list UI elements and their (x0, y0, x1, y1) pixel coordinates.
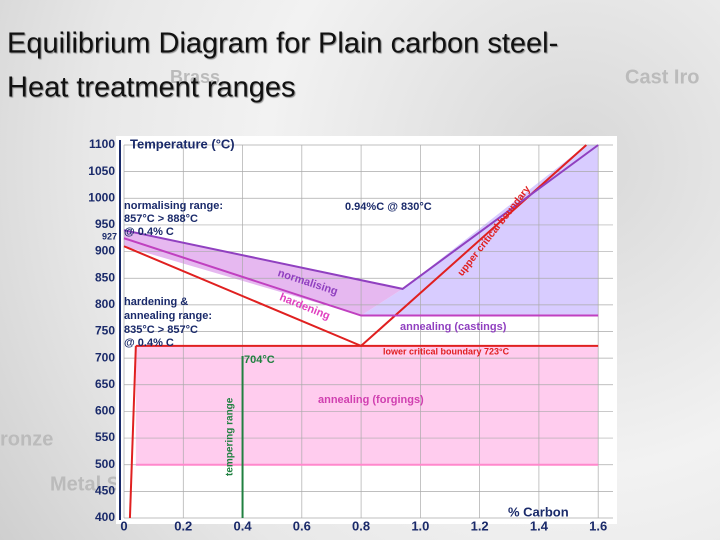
annotation: 704°C (244, 354, 275, 366)
x-tick-label: 1.2 (471, 518, 489, 533)
x-tick-label: 0.6 (293, 518, 311, 533)
x-axis-label: % Carbon (508, 504, 569, 519)
y-tick-label: 900 (95, 244, 115, 258)
background-label: Cast Iro (625, 66, 699, 88)
region (135, 345, 599, 465)
y-tick-label: 950 (95, 217, 115, 231)
annotation: tempering range (225, 397, 236, 476)
boundary-line (123, 144, 599, 290)
annotation: annealing range: (124, 310, 212, 322)
y-tick-label: 1050 (88, 164, 115, 178)
y-tick-label: 600 (95, 404, 115, 418)
x-tick-label: 1.0 (411, 518, 429, 533)
y-tick-label: 650 (95, 377, 115, 391)
annotation: normalising range: (124, 200, 223, 212)
annotation: 0.94%C @ 830°C (345, 201, 432, 213)
annotation: annealing (forgings) (318, 394, 424, 406)
annotation: annealing (castings) (400, 321, 507, 333)
y-tick-label: 400 (95, 510, 115, 524)
slide-title: Heat treatment ranges (7, 72, 296, 104)
y-tick-label: 450 (95, 484, 115, 498)
annotation: 857°C > 888°C (124, 213, 198, 225)
y-tick-label: 700 (95, 350, 115, 364)
annotation: @ 0.4% C (124, 337, 174, 349)
y-tick-label: 850 (95, 270, 115, 284)
x-tick-label: 0 (120, 518, 127, 533)
y-tick-label: 550 (95, 430, 115, 444)
y-tick-label: 500 (95, 457, 115, 471)
slide-title: Equilibrium Diagram for Plain carbon ste… (7, 28, 558, 60)
x-tick-label: 0.4 (234, 518, 253, 533)
boundary-line (128, 345, 137, 519)
y-tick-label: 927 (102, 232, 117, 242)
x-tick-label: 0.2 (174, 518, 192, 533)
background-label: ronze (0, 428, 53, 450)
background-label: Brass (170, 67, 220, 87)
annotation: lower critical boundary 723°C (383, 346, 510, 356)
y-tick-label: 1000 (88, 190, 115, 204)
annotation: @ 0.4% C (124, 226, 174, 238)
boundary-line (123, 237, 599, 317)
y-tick-label: 1100 (89, 137, 115, 151)
y-axis-label: Temperature (°C) (130, 136, 235, 151)
annotation: 835°C > 857°C (124, 324, 198, 336)
y-tick-label: 750 (95, 324, 115, 338)
x-tick-label: 1.6 (589, 518, 607, 533)
annotation: hardening & (124, 296, 188, 308)
y-tick-label: 800 (95, 297, 115, 311)
x-tick-label: 1.4 (530, 518, 549, 533)
x-tick-label: 0.8 (352, 518, 370, 533)
